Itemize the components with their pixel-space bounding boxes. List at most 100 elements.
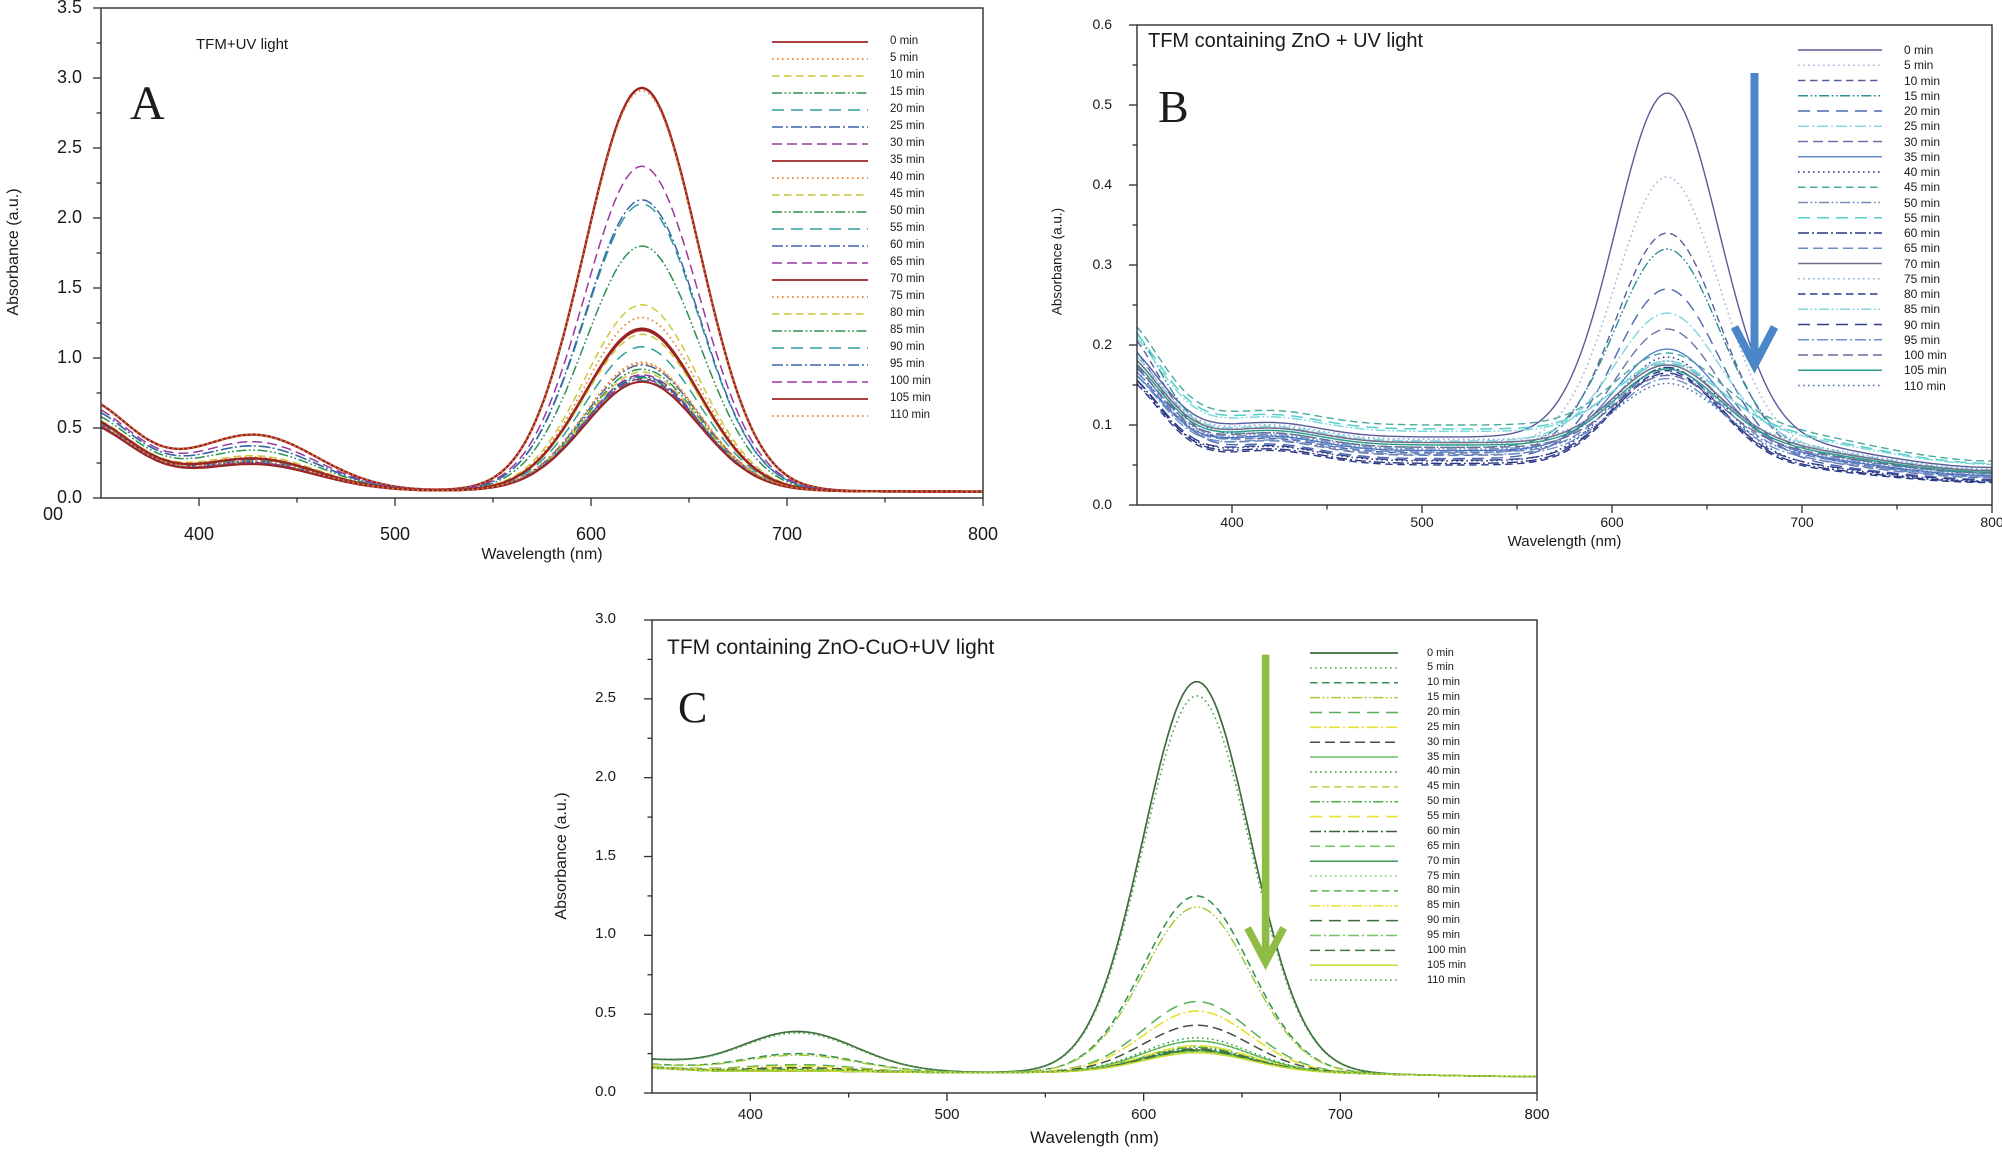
y-tick-label: 0.0	[1092, 495, 1112, 512]
panel-a-axes-box	[100, 7, 984, 499]
spectrum-curve-a-60-min	[100, 364, 983, 493]
legend-item-label: 85 min	[890, 324, 925, 336]
legend-item-label: 95 min	[1427, 929, 1461, 942]
y-tick-label: 3.0	[56, 67, 82, 87]
panel-c-axes-box	[651, 619, 1538, 1094]
legend-item-label: 55 min	[1427, 810, 1461, 823]
legend-item-label: 30 min	[1904, 134, 1941, 149]
legend-item-label: 80 min	[1904, 287, 1941, 301]
y-tick-label: 3.0	[595, 610, 616, 627]
panel-a-corner-label: 00	[43, 504, 64, 524]
y-tick-label: 0.5	[56, 417, 82, 437]
legend-item-label: 25 min	[1904, 119, 1941, 134]
spectrum-curve-b-25-min	[1136, 312, 1992, 471]
spectrum-curve-b-90-min	[1136, 372, 1992, 481]
spectrum-curve-b-75-min	[1136, 356, 1992, 470]
spectrum-curve-c-0-min	[651, 680, 1537, 1078]
x-tick-label: 500	[1410, 514, 1434, 530]
legend-item-label: 10 min	[1427, 676, 1461, 689]
y-tick-label: 1.0	[56, 347, 82, 367]
legend-item-label: 20 min	[1427, 705, 1461, 718]
y-tick-label: 1.0	[595, 925, 616, 943]
legend-item-label: 105 min	[1427, 958, 1467, 971]
legend-item-label: 45 min	[1427, 780, 1461, 793]
spectrum-curve-b-0-min	[1136, 92, 1992, 469]
spectrum-curve-c-5-min	[651, 695, 1537, 1078]
legend-item-label: 75 min	[1904, 271, 1941, 286]
legend-item-label: 75 min	[1427, 869, 1461, 882]
legend-item-label: 90 min	[890, 341, 925, 353]
legend-item-label: 60 min	[1427, 824, 1461, 837]
legend-item-label: 40 min	[1427, 765, 1461, 778]
legend-item-label: 5 min	[1427, 661, 1454, 674]
spectrum-curve-b-5-min	[1136, 176, 1992, 473]
x-tick-label: 700	[1790, 514, 1814, 530]
spectrum-curve-a-110-min	[100, 362, 983, 493]
legend-item-label: 105 min	[1904, 363, 1947, 378]
legend-item-label: 30 min	[1427, 735, 1461, 748]
spectrum-curve-b-55-min	[1136, 333, 1992, 465]
spectrum-curve-b-70-min	[1136, 359, 1992, 472]
legend-item-label: 40 min	[890, 171, 925, 183]
panel-b-letter: B	[1158, 81, 1189, 132]
panel-c-xaxis-label: Wavelength (nm)	[1030, 1128, 1159, 1147]
y-tick-label: 0.0	[56, 487, 82, 507]
legend-item-label: 80 min	[890, 307, 925, 319]
legend-item-label: 20 min	[1904, 104, 1941, 118]
legend-item-label: 60 min	[1904, 226, 1941, 240]
spectrum-curve-a-65-min	[100, 374, 983, 493]
legend-item-label: 35 min	[1904, 149, 1941, 164]
spectrum-curve-a-30-min	[100, 165, 983, 493]
legend-item-label: 65 min	[1427, 839, 1461, 852]
x-tick-label: 800	[1524, 1106, 1550, 1123]
legend-item-label: 60 min	[890, 239, 925, 251]
legend-item-label: 50 min	[890, 205, 925, 217]
legend-item-label: 55 min	[890, 222, 925, 234]
spectrum-curve-a-5-min	[100, 89, 983, 493]
y-tick-label: 3.5	[56, 0, 82, 17]
legend-item-label: 45 min	[890, 188, 925, 200]
legend-item-label: 110 min	[1904, 378, 1946, 393]
x-tick-label: 500	[934, 1106, 960, 1123]
spectrum-curve-b-85-min	[1136, 337, 1992, 465]
spectrum-curve-c-45-min	[651, 1044, 1537, 1078]
x-tick-label: 500	[379, 524, 411, 544]
y-tick-label: 2.5	[56, 137, 82, 157]
y-tick-label: 0.0	[595, 1083, 616, 1100]
x-tick-label: 700	[771, 524, 803, 544]
legend-item-label: 65 min	[890, 256, 925, 268]
legend-item-label: 105 min	[890, 392, 931, 404]
spectrum-curve-a-85-min	[100, 376, 983, 493]
legend-item-label: 50 min	[1427, 795, 1461, 808]
y-tick-label: 2.5	[595, 688, 616, 706]
legend-item-label: 0 min	[1904, 43, 1934, 57]
x-tick-label: 600	[1131, 1106, 1157, 1123]
spectrum-curve-c-25-min	[651, 1010, 1537, 1078]
legend-item-label: 100 min	[890, 375, 931, 387]
spectrum-curve-a-95-min	[100, 375, 983, 493]
legend-item-label: 95 min	[1904, 332, 1941, 347]
legend-item-label: 10 min	[1904, 73, 1941, 88]
y-tick-label: 0.1	[1092, 415, 1112, 432]
y-tick-label: 2.0	[595, 767, 616, 785]
legend-item-label: 25 min	[1427, 720, 1461, 733]
legend-item-label: 85 min	[1904, 302, 1941, 317]
legend-item-label: 15 min	[1904, 88, 1941, 103]
panel-b-title: TFM containing ZnO + UV light	[1148, 30, 1424, 52]
legend-item-label: 70 min	[1427, 854, 1461, 867]
x-tick-label: 800	[967, 524, 999, 544]
x-tick-label: 600	[575, 524, 607, 544]
legend-item-label: 35 min	[1427, 750, 1461, 763]
x-tick-label: 400	[737, 1106, 763, 1123]
x-tick-label: 400	[183, 524, 215, 544]
legend-item-label: 55 min	[1904, 210, 1941, 225]
legend-item-label: 10 min	[890, 69, 925, 81]
legend-item-label: 85 min	[1427, 899, 1461, 912]
x-tick-label: 400	[1220, 514, 1244, 530]
decrease-arrow-b-head	[1730, 325, 1779, 374]
y-tick-label: 0.5	[1092, 95, 1112, 112]
spectrum-curve-c-110-min	[651, 1040, 1537, 1078]
spectrum-curve-a-55-min	[100, 346, 983, 493]
